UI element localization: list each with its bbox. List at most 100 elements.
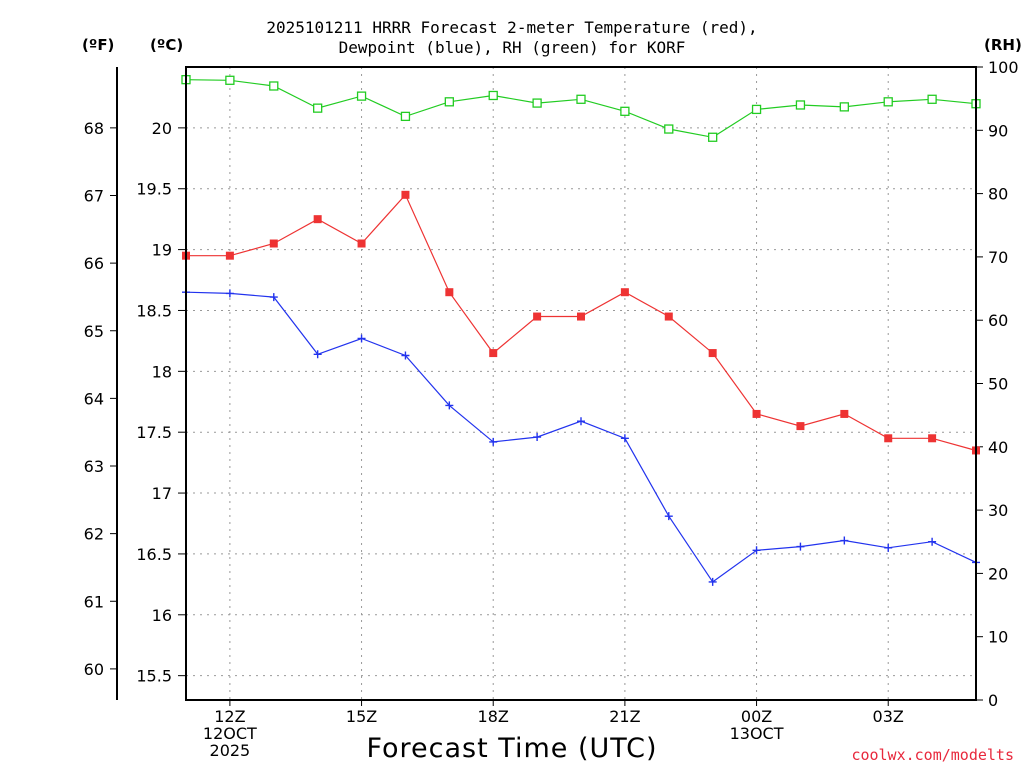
temperature-point	[445, 288, 454, 297]
dewpoint-point	[664, 512, 673, 521]
celsius-tick-label: 17.5	[136, 423, 172, 442]
dewpoint-point	[313, 350, 322, 359]
x-axis-label: Forecast Time (UTC)	[366, 733, 658, 764]
dewpoint-point	[840, 536, 849, 545]
rh-tick-label: 80	[988, 185, 1008, 204]
rh-point	[532, 98, 542, 108]
chart-title-line-2: Dewpoint (blue), RH (green) for KORF	[338, 38, 686, 57]
dewpoint-point	[533, 433, 542, 442]
dewpoint-line	[185, 291, 977, 583]
time-tick-label: 12Z	[214, 707, 245, 726]
fahrenheit-tick-label: 61	[84, 592, 104, 611]
rh-tick-label: 20	[988, 564, 1008, 583]
dewpoint-point	[796, 542, 805, 551]
rh-point	[708, 132, 718, 142]
dewpoint-point	[928, 537, 937, 546]
celsius-tick-label: 19.5	[136, 180, 172, 199]
celsius-tick-label: 19	[152, 241, 172, 260]
temperature-point	[840, 409, 849, 418]
rh-tick-label: 70	[988, 248, 1008, 267]
rh-line	[185, 79, 977, 138]
temperature-point	[489, 349, 498, 358]
dewpoint-point	[752, 546, 761, 555]
time-tick-label: 18Z	[478, 707, 509, 726]
time-tick-label: 12OCT	[203, 724, 257, 743]
axes: 15.5 16 16.5 17 17.5 18 18.5 19 19.5 20 60 61 62 63 64…	[84, 58, 1019, 760]
rh-tick-label: 90	[988, 121, 1008, 140]
temperature-point	[357, 239, 366, 248]
temperature-point	[620, 288, 629, 297]
rh-point	[225, 75, 235, 85]
rh-point	[356, 91, 367, 101]
time-tick-label: 13OCT	[730, 724, 784, 743]
dewpoint-point	[445, 401, 454, 410]
rh-point	[620, 106, 630, 116]
fahrenheit-tick-label: 62	[84, 525, 104, 544]
fahrenheit-unit-label: (ºF)	[82, 36, 115, 54]
time-tick-label: 21Z	[609, 707, 640, 726]
temperature-point	[401, 190, 410, 199]
fahrenheit-tick-label: 64	[84, 389, 104, 408]
rh-tick-label: 40	[988, 438, 1008, 457]
celsius-tick-label: 17	[152, 484, 172, 503]
rh-unit-label: (RH)	[984, 36, 1022, 54]
dewpoint-point	[401, 351, 410, 360]
temperature-point	[269, 239, 278, 248]
rh-point	[400, 111, 411, 122]
series-layer	[181, 75, 981, 586]
rh-point	[444, 97, 454, 107]
rh-point	[488, 90, 498, 101]
site-credit: coolwx.com/modelts	[851, 746, 1014, 764]
fahrenheit-tick-label: 65	[84, 322, 104, 341]
dewpoint-point	[708, 577, 717, 586]
dewpoint-point	[620, 434, 629, 443]
rh-tick-label: 60	[988, 311, 1008, 330]
time-tick-label: 2025	[210, 741, 251, 760]
fahrenheit-tick-label: 63	[84, 457, 104, 476]
celsius-tick-label: 16.5	[136, 545, 172, 564]
fahrenheit-tick-label: 67	[84, 186, 104, 205]
gridlines	[186, 67, 976, 700]
rh-point	[313, 103, 323, 113]
rh-tick-label: 0	[988, 691, 998, 710]
rh-tick-label: 30	[988, 501, 1008, 520]
dewpoint-point	[357, 334, 366, 343]
fahrenheit-tick-label: 66	[84, 254, 104, 273]
rh-tick-label: 100	[988, 58, 1019, 77]
rh-point	[269, 81, 279, 91]
temperature-point	[577, 312, 585, 321]
fahrenheit-tick-label: 68	[84, 119, 104, 138]
celsius-tick-label: 20	[152, 119, 172, 138]
time-tick-label: 15Z	[346, 707, 377, 726]
chart-title-line-1: 2025101211 HRRR Forecast 2-meter Tempera…	[266, 18, 758, 37]
rh-point	[576, 94, 586, 104]
celsius-unit-label: (ºC)	[150, 36, 184, 54]
temperature-point	[752, 409, 761, 418]
dewpoint-point	[577, 417, 585, 426]
temperature-point	[225, 251, 234, 260]
rh-point	[883, 97, 893, 107]
celsius-tick-label: 18.5	[136, 301, 172, 320]
dewpoint-point	[884, 543, 893, 552]
temperature-point	[533, 312, 542, 321]
dewpoint-point	[489, 437, 498, 446]
temperature-point	[664, 312, 673, 321]
rh-point	[839, 102, 849, 112]
temperature-point	[884, 434, 893, 443]
rh-point	[751, 104, 762, 115]
celsius-tick-label: 15.5	[136, 667, 172, 686]
temperature-point	[708, 349, 717, 358]
temperature-point	[313, 215, 322, 224]
rh-tick-label: 50	[988, 375, 1008, 394]
time-tick-label: 03Z	[873, 707, 904, 726]
celsius-tick-label: 16	[152, 606, 172, 625]
plot-frame	[185, 66, 977, 701]
temperature-line	[186, 193, 977, 452]
rh-point	[927, 94, 937, 104]
rh-point	[664, 124, 674, 134]
dewpoint-point	[269, 293, 278, 302]
rh-tick-label: 10	[988, 628, 1008, 647]
dewpoint-point	[225, 289, 234, 298]
temperature-point	[796, 422, 805, 431]
